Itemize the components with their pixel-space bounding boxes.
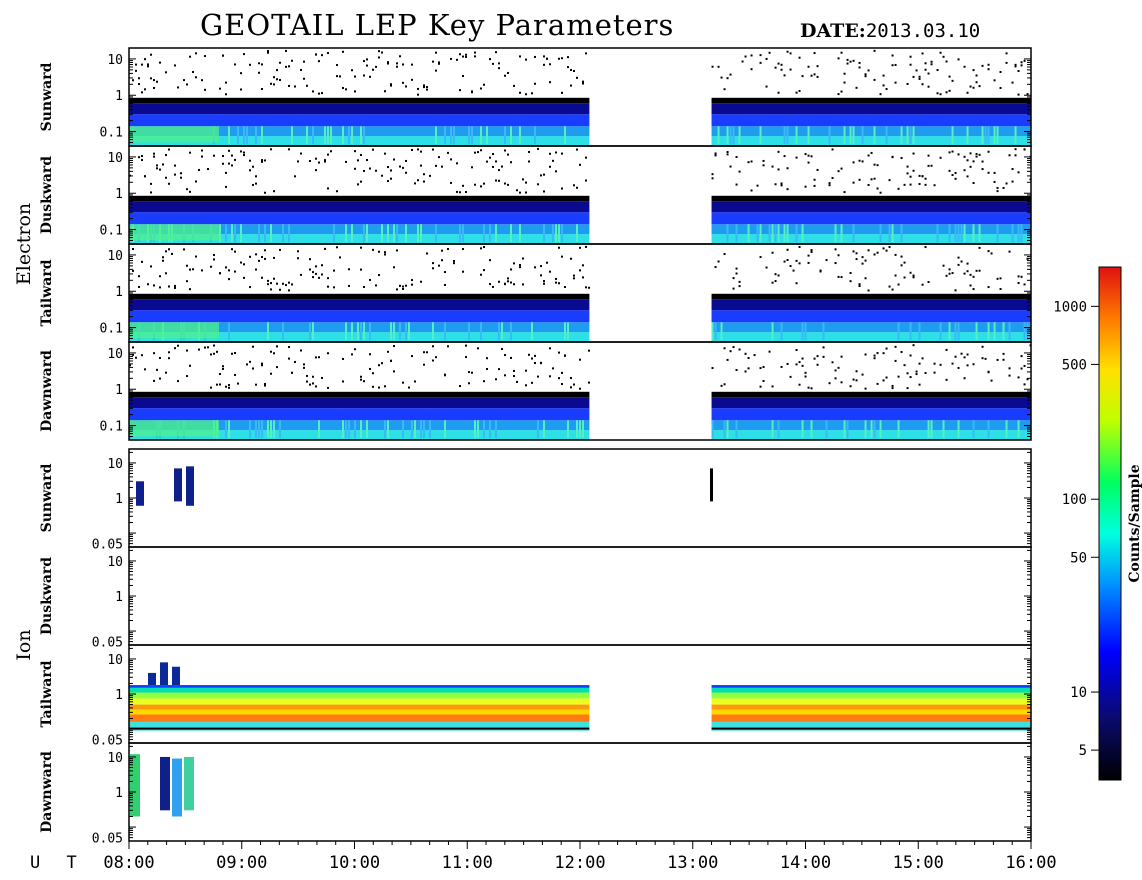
y-tick-label: 1 — [115, 187, 123, 202]
colorbar-tick-label: 100 — [1062, 492, 1087, 508]
panel-direction-label: Tailward — [39, 660, 55, 727]
x-tick-label: 13:00 — [667, 853, 718, 873]
y-tick-label: 10 — [107, 653, 123, 668]
x-tick-label: 16:00 — [1005, 853, 1056, 873]
panel-direction-label: Sunward — [39, 62, 55, 131]
x-tick-label: 11:00 — [442, 853, 493, 873]
y-tick-label: 1 — [115, 383, 123, 398]
x-tick-label: 15:00 — [893, 853, 944, 873]
panel-direction-label: Duskward — [39, 156, 55, 234]
panel-direction-label: Tailward — [39, 259, 55, 326]
y-tick-label: 1 — [115, 492, 123, 507]
panel-ion-sunward — [136, 466, 713, 506]
x-tick-label: 12:00 — [554, 853, 605, 873]
panel-electron-tailward — [129, 245, 1032, 342]
colorbar-tick-label: 500 — [1062, 357, 1087, 373]
x-tick-label: 09:00 — [216, 853, 267, 873]
y-tick-label: 10 — [107, 249, 123, 264]
panel-direction-label: Dawnward — [39, 350, 55, 432]
y-tick-label: 0.05 — [92, 734, 123, 749]
y-tick-label: 10 — [107, 151, 123, 166]
colorbar — [1098, 266, 1122, 781]
species-group-label: Electron — [13, 203, 35, 285]
y-tick-label: 0.05 — [92, 636, 123, 651]
panel-electron-duskward — [129, 147, 1032, 244]
date-label: DATE: — [800, 20, 866, 42]
y-tick-label: 0.1 — [100, 224, 123, 239]
date-stamp: DATE:2013.03.10 — [800, 20, 980, 42]
x-tick-label: 10:00 — [329, 853, 380, 873]
y-tick-label: 1 — [115, 786, 123, 801]
y-tick-label: 0.1 — [100, 322, 123, 337]
panel-direction-label: Duskward — [39, 557, 55, 635]
y-tick-label: 1 — [115, 590, 123, 605]
y-tick-label: 1 — [115, 688, 123, 703]
y-tick-label: 0.05 — [92, 832, 123, 847]
panel-direction-label: Dawnward — [39, 751, 55, 833]
y-tick-label: 10 — [107, 53, 123, 68]
panel-frame — [128, 742, 1032, 842]
y-tick-label: 10 — [107, 751, 123, 766]
y-tick-label: 10 — [107, 347, 123, 362]
panel-ion-tailward — [129, 662, 1031, 731]
y-tick-label: 1 — [115, 285, 123, 300]
panel-ion-dawnward — [130, 754, 194, 817]
colorbar-tick-label: 5 — [1079, 743, 1087, 759]
y-tick-label: 0.05 — [92, 538, 123, 553]
x-axis-label: U T — [30, 853, 85, 873]
colorbar-tick-label: 10 — [1070, 685, 1087, 701]
date-value: 2013.03.10 — [865, 20, 981, 42]
panel-frame — [128, 448, 1032, 548]
y-tick-label: 10 — [107, 457, 123, 472]
panel-frame — [128, 546, 1032, 646]
y-tick-label: 0.1 — [100, 126, 123, 141]
y-tick-label: 10 — [107, 555, 123, 570]
species-group-label: Ion — [13, 629, 35, 660]
y-tick-label: 1 — [115, 89, 123, 104]
colorbar-tick-label: 50 — [1070, 550, 1087, 566]
panel-electron-sunward — [129, 49, 1031, 146]
chart-title: GEOTAIL LEP Key Parameters — [200, 8, 675, 42]
x-tick-label: 08:00 — [103, 853, 154, 873]
y-tick-label: 0.1 — [100, 420, 123, 435]
colorbar-tick-label: 1000 — [1053, 299, 1087, 315]
panel-electron-dawnward — [129, 344, 1032, 440]
panel-direction-label: Sunward — [39, 463, 55, 532]
x-tick-label: 14:00 — [780, 853, 831, 873]
colorbar-label: Counts/Sample — [1127, 464, 1142, 582]
